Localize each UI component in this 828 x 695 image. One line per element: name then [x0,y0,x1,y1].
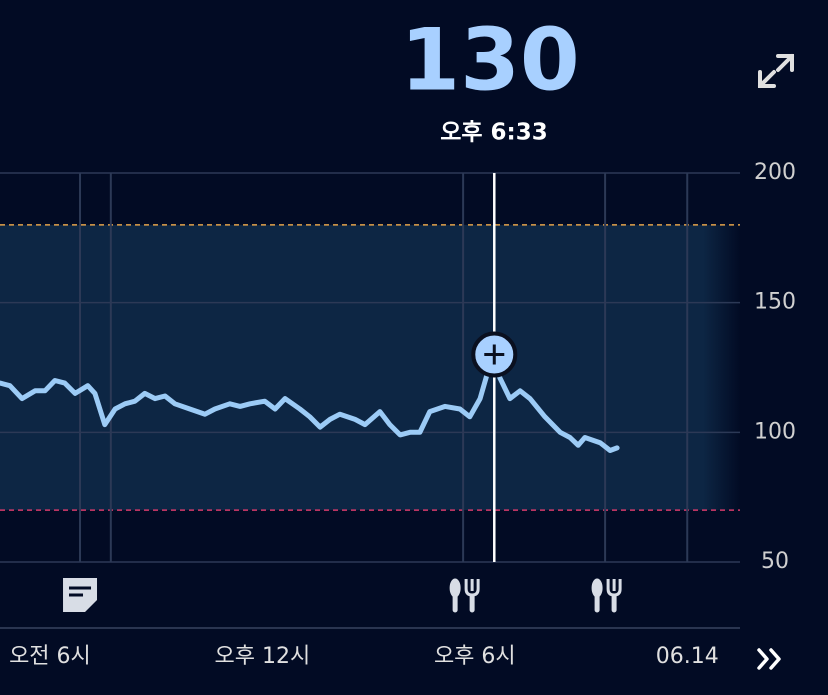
fork-handle [469,593,475,613]
note-icon [63,578,98,612]
more-button[interactable] [757,648,781,670]
meal-icon [591,578,622,613]
y-tick-label: 50 [761,549,789,574]
expand-icon[interactable] [758,54,794,88]
x-tick-label: 06.14 [656,644,719,669]
current-time: 오후 6:33 [440,120,548,146]
spoon-handle [452,593,458,613]
y-tick-label: 100 [754,419,796,444]
x-tick-label: 오전 6시 [9,644,91,669]
meal-icon [449,578,480,613]
note-lines [69,586,92,597]
spoon-handle [594,593,600,613]
current-value: 130 [400,10,580,110]
x-tick-label: 오후 6시 [434,644,516,669]
glucose-line [0,352,620,453]
fork-handle [611,593,617,613]
x-tick-label: 오후 12시 [215,644,311,669]
cursor-plus [484,344,505,365]
target-band [0,224,740,511]
y-tick-label: 150 [754,290,796,315]
y-tick-label: 200 [754,160,796,185]
